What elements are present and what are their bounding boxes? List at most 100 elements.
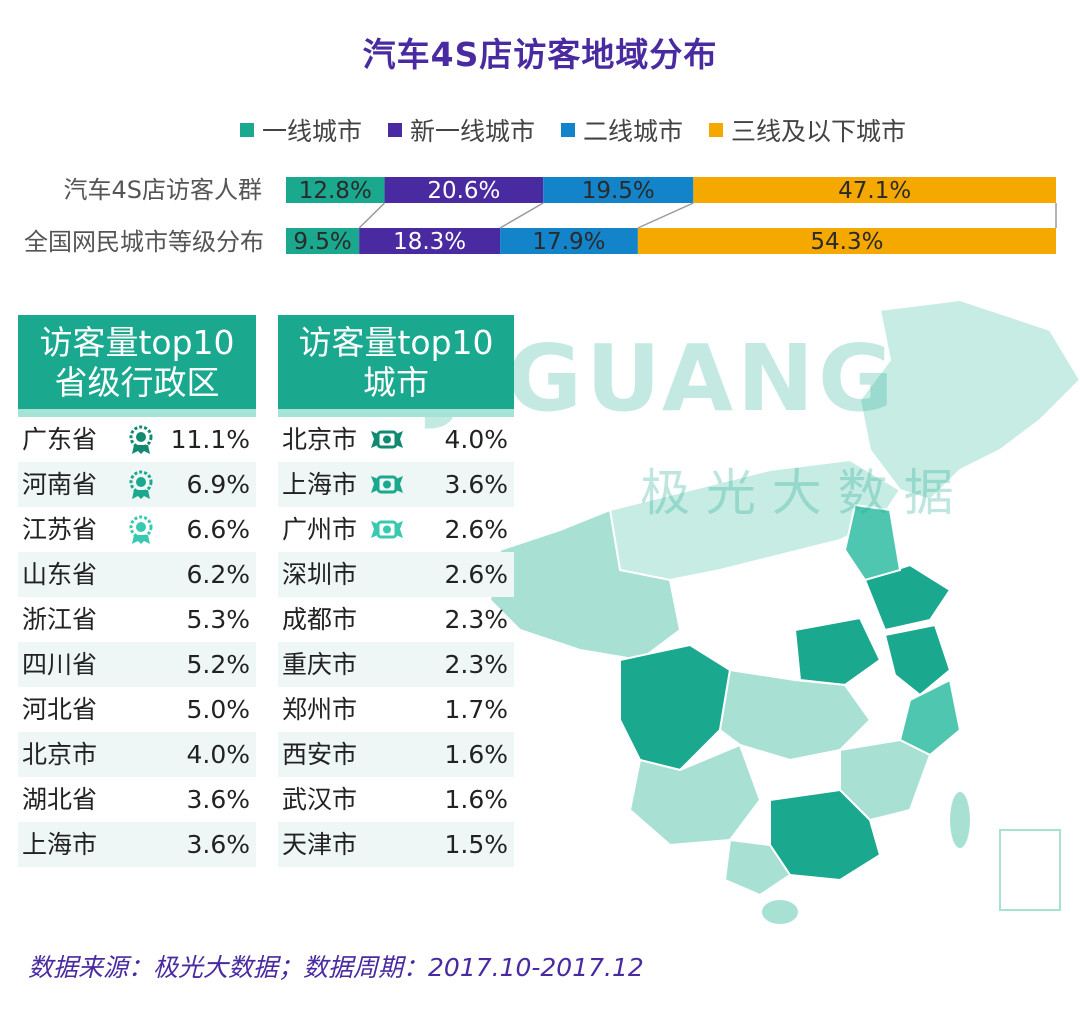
legend-label: 三线及以下城市 <box>731 117 907 146</box>
province-header-line1: 访客量top10 <box>39 323 235 362</box>
row-name: 四川省 <box>22 650 98 679</box>
city-header-line2: 城市 <box>363 363 429 402</box>
first-ribbon-icon <box>371 430 403 449</box>
row-name: 北京市 <box>22 740 98 769</box>
map-region-hainan <box>762 900 798 924</box>
bronze-medal-icon <box>129 515 153 544</box>
row-value: 2.6% <box>444 560 508 589</box>
table-row: 天津市 1.5% <box>278 822 514 867</box>
table-row: 重庆市 2.3% <box>278 642 514 687</box>
row-value: 4.0% <box>444 425 508 454</box>
row-value: 3.6% <box>444 470 508 499</box>
gold-medal-icon <box>129 425 153 454</box>
row-value: 5.3% <box>186 605 250 634</box>
bar-segment <box>286 177 385 203</box>
province-header-line2: 省级行政区 <box>54 363 220 402</box>
province-panel-header: 访客量top10 省级行政区 <box>18 315 256 417</box>
legend-swatch <box>709 123 724 137</box>
row-label: 全国网民城市等级分布 <box>24 228 264 256</box>
legend-label: 新一线城市 <box>410 117 536 146</box>
row-name: 郑州市 <box>282 695 358 724</box>
row-value: 2.3% <box>444 605 508 634</box>
bar-connector-line <box>499 202 544 229</box>
row-name: 江苏省 <box>22 515 98 544</box>
bar-data-label: 17.9% <box>532 229 605 255</box>
row-name: 广东省 <box>22 425 98 454</box>
row-name: 河北省 <box>22 695 98 724</box>
bar-data-label: 12.8% <box>299 178 372 204</box>
province-top10-panel: 访客量top10 省级行政区 广东省 11.1% 河南省 6.9% 江苏省 6.6% 山东省… <box>18 315 256 867</box>
row-name: 北京市 <box>282 425 358 454</box>
table-row: 河南省 6.9% <box>18 462 256 507</box>
row-name: 河南省 <box>22 470 98 499</box>
table-row: 深圳市 2.6% <box>278 552 514 597</box>
row-value: 2.3% <box>444 650 508 679</box>
row-label: 汽车4S店访客人群 <box>63 176 262 204</box>
map-region-jiangsu <box>883 623 952 697</box>
bar-segment <box>359 228 501 254</box>
city-table: 北京市 4.0% 上海市 3.6% 广州市 2.6% 深圳市 2.6% 成都市 2.3% 重庆市 2.… <box>278 417 514 867</box>
map-region-shandong <box>863 563 952 632</box>
row-name: 山东省 <box>22 560 98 589</box>
row-value: 2.6% <box>444 515 508 544</box>
bar-data-label: 47.1% <box>838 178 911 204</box>
bar-data-label: 18.3% <box>393 229 466 255</box>
row-name: 湖北省 <box>22 785 98 814</box>
city-header-line1: 访客量top10 <box>298 323 494 362</box>
row-value: 1.7% <box>444 695 508 724</box>
table-row: 广州市 2.6% <box>278 507 514 552</box>
stacked-bar-chart: 12.8% 20.6% 19.5% 47.1% 9.5% 18.3% 17.9% 54.3% <box>286 177 1057 255</box>
row-name: 深圳市 <box>282 560 358 589</box>
row-value: 3.6% <box>186 830 250 859</box>
table-row: 成都市 2.3% <box>278 597 514 642</box>
row-name: 浙江省 <box>22 605 98 634</box>
table-row: 山东省 6.2% <box>18 552 256 597</box>
map-region-hebei <box>843 503 902 582</box>
legend-item: 一线城市 <box>240 112 362 148</box>
table-row: 北京市 4.0% <box>18 732 256 777</box>
map-region-zhejiang <box>898 678 962 757</box>
china-map <box>488 300 1080 924</box>
bar-segment <box>500 228 638 254</box>
third-ribbon-icon <box>371 520 403 539</box>
row-value: 4.0% <box>186 740 250 769</box>
bar-data-label: 19.5% <box>582 178 655 204</box>
table-row: 郑州市 1.7% <box>278 687 514 732</box>
row-name: 重庆市 <box>282 650 358 679</box>
legend-item: 三线及以下城市 <box>709 112 906 148</box>
silver-medal-icon <box>129 470 153 499</box>
table-row: 北京市 4.0% <box>278 417 514 462</box>
row-value: 5.0% <box>186 695 250 724</box>
table-row: 上海市 3.6% <box>278 462 514 507</box>
row-name: 武汉市 <box>282 785 358 814</box>
table-row: 浙江省 5.3% <box>18 597 256 642</box>
map-region-northwest <box>488 508 682 662</box>
legend-item: 新一线城市 <box>388 112 535 148</box>
bar-connector-line <box>637 202 694 229</box>
row-value: 1.6% <box>444 785 508 814</box>
bar-segment <box>637 228 1056 254</box>
map-region-henan <box>793 616 882 687</box>
map-region-taiwan <box>950 792 970 848</box>
legend-swatch <box>561 123 576 137</box>
second-ribbon-icon <box>371 475 403 494</box>
map-region-sichuan <box>619 643 732 772</box>
map-region-northeast <box>858 300 1080 502</box>
legend-label: 一线城市 <box>262 117 363 146</box>
row-value: 6.9% <box>186 470 250 499</box>
row-value: 3.6% <box>186 785 250 814</box>
row-value: 11.1% <box>170 425 250 454</box>
bar-segment <box>543 177 694 203</box>
table-row: 西安市 1.6% <box>278 732 514 777</box>
legend-swatch <box>388 123 403 137</box>
city-panel-header: 访客量top10 城市 <box>278 315 514 417</box>
province-table: 广东省 11.1% 河南省 6.9% 江苏省 6.6% 山东省 6.2% 浙江省 5.3% 四川省 5… <box>18 417 256 867</box>
data-source-note: 数据来源：极光大数据；数据周期：2017.10-2017.12 <box>28 953 644 982</box>
bar-data-label: 9.5% <box>293 229 351 255</box>
map-inset-south-china-sea <box>999 829 1061 911</box>
row-value: 1.6% <box>444 740 508 769</box>
row-name: 上海市 <box>282 470 358 499</box>
map-region-guangxi <box>723 838 792 897</box>
legend-swatch <box>240 123 254 137</box>
table-row: 广东省 11.1% <box>18 417 256 462</box>
